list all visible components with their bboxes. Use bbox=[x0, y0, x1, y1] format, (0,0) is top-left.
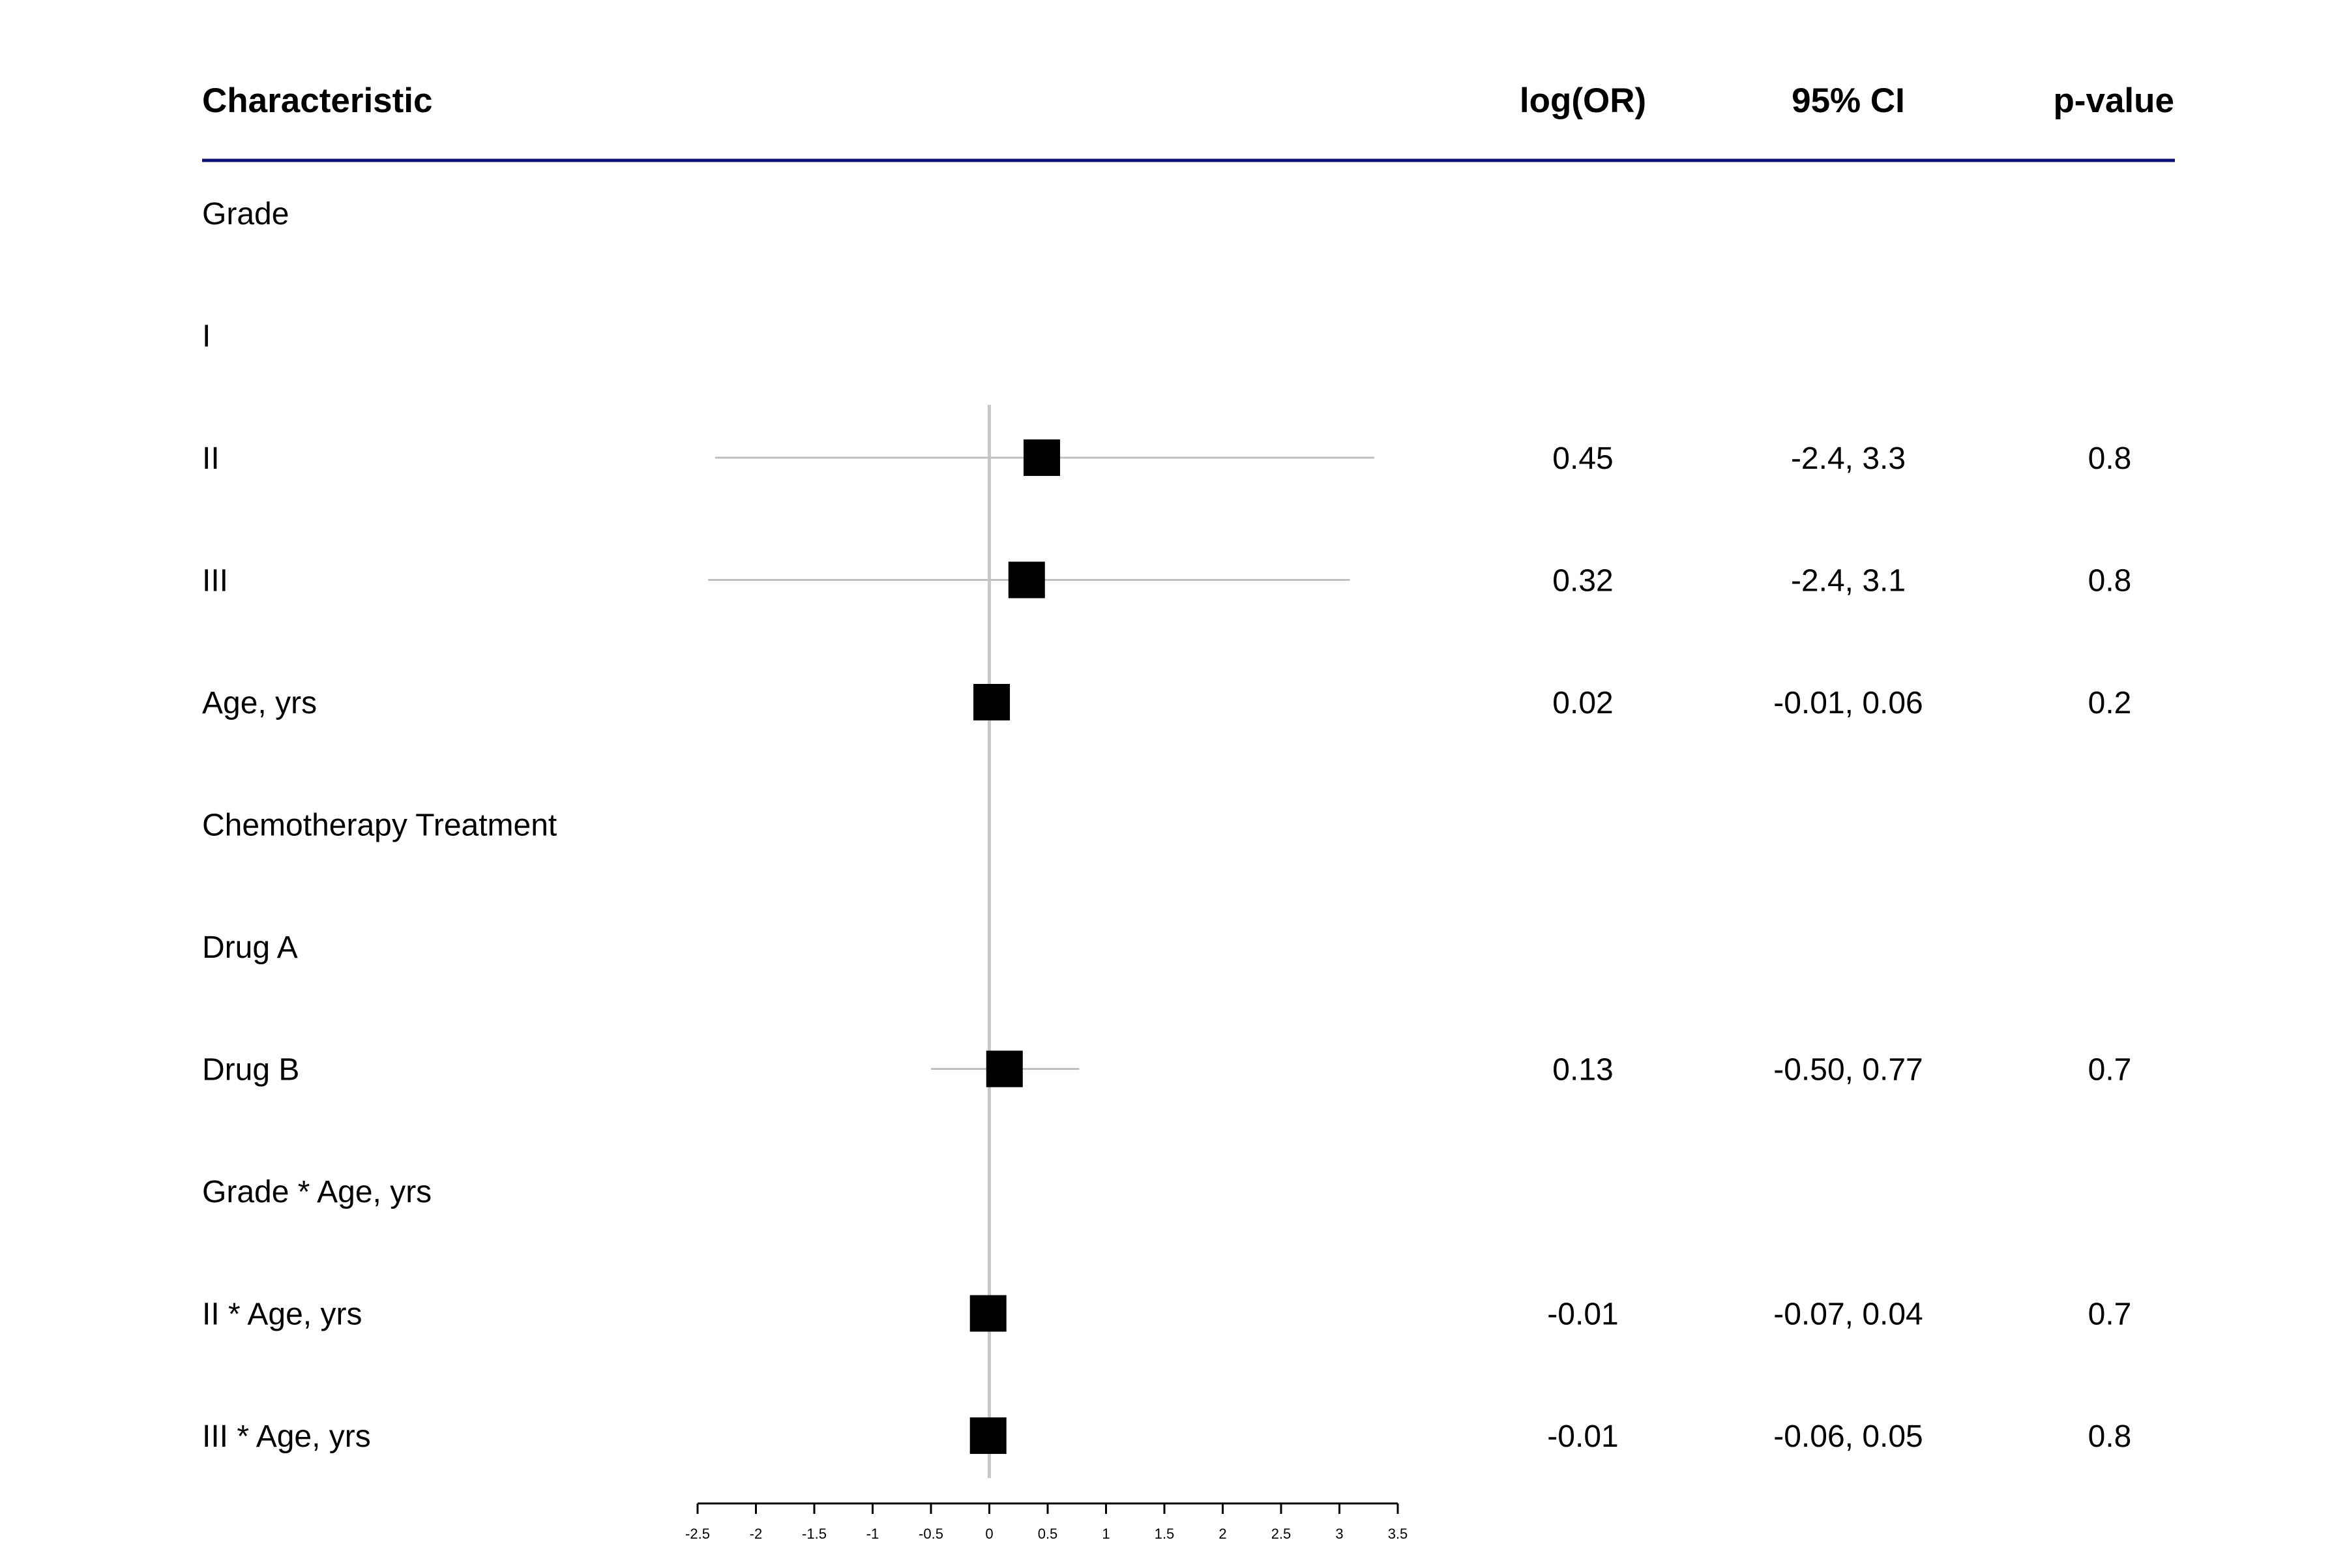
x-tick-label: 2 bbox=[1218, 1526, 1226, 1542]
estimate-value: -0.01 bbox=[1547, 1297, 1618, 1332]
table-row: Grade * Age, yrs bbox=[202, 1175, 432, 1209]
table-row: III 0.32 -2.4, 3.1 0.8 bbox=[202, 561, 2132, 599]
estimate-value: -0.01 bbox=[1547, 1419, 1618, 1454]
table-row: Grade bbox=[202, 197, 289, 231]
x-tick-label: 3.5 bbox=[1388, 1526, 1408, 1542]
header-p-value: p-value bbox=[2053, 81, 2174, 120]
table-row: II 0.45 -2.4, 3.3 0.8 bbox=[202, 439, 2131, 476]
p-value: 0.7 bbox=[2088, 1297, 2132, 1332]
x-tick-label: 0 bbox=[985, 1526, 993, 1542]
point-estimate-marker bbox=[1008, 561, 1045, 599]
header-95-ci: 95% CI bbox=[1792, 81, 1905, 120]
point-estimate-marker bbox=[969, 1295, 1007, 1332]
x-tick-label: -1.5 bbox=[802, 1526, 827, 1542]
estimate-value: 0.02 bbox=[1552, 686, 1613, 720]
ci-value: -2.4, 3.3 bbox=[1791, 441, 1906, 476]
table-row: Chemotherapy Treatment bbox=[202, 808, 557, 843]
x-tick-label: 3 bbox=[1335, 1526, 1343, 1542]
row-label: Chemotherapy Treatment bbox=[202, 808, 557, 843]
table-row: Age, yrs 0.02 -0.01, 0.06 0.2 bbox=[202, 684, 2131, 720]
header-characteristic: Characteristic bbox=[202, 81, 433, 120]
row-label: Drug A bbox=[202, 930, 298, 965]
table-row: I bbox=[202, 319, 211, 354]
ci-value: -0.07, 0.04 bbox=[1773, 1297, 1923, 1332]
row-label: III * Age, yrs bbox=[202, 1419, 371, 1454]
estimate-value: 0.45 bbox=[1552, 441, 1613, 476]
p-value: 0.8 bbox=[2088, 564, 2132, 599]
table-row: Drug B 0.13 -0.50, 0.77 0.7 bbox=[202, 1050, 2132, 1087]
ci-value: -0.06, 0.05 bbox=[1773, 1419, 1923, 1454]
x-tick-label: -2 bbox=[750, 1526, 763, 1542]
row-label: II * Age, yrs bbox=[202, 1297, 362, 1332]
p-value: 0.8 bbox=[2088, 441, 2132, 476]
table-row: II * Age, yrs -0.01 -0.07, 0.04 0.7 bbox=[202, 1295, 2131, 1332]
ci-value: -0.50, 0.77 bbox=[1773, 1053, 1923, 1087]
row-label: Age, yrs bbox=[202, 686, 317, 720]
p-value: 0.8 bbox=[2088, 1419, 2132, 1454]
x-tick-label: -0.5 bbox=[919, 1526, 943, 1542]
row-label: Grade * Age, yrs bbox=[202, 1175, 432, 1209]
point-estimate-marker bbox=[1024, 439, 1061, 476]
table-row: Drug A bbox=[202, 930, 298, 965]
header-log-or: log(OR) bbox=[1520, 81, 1646, 120]
point-estimate-marker bbox=[973, 684, 1011, 720]
table-row: III * Age, yrs -0.01 -0.06, 0.05 0.8 bbox=[202, 1417, 2131, 1454]
x-tick-label: -2.5 bbox=[685, 1526, 710, 1542]
ci-value: -2.4, 3.1 bbox=[1791, 564, 1906, 599]
estimate-value: 0.32 bbox=[1552, 564, 1613, 599]
x-tick-label: -1 bbox=[866, 1526, 879, 1542]
x-tick-label: 2.5 bbox=[1271, 1526, 1292, 1542]
x-tick-label: 1 bbox=[1102, 1526, 1110, 1542]
estimate-value: 0.13 bbox=[1552, 1053, 1613, 1087]
row-label: I bbox=[202, 319, 211, 354]
row-label: Grade bbox=[202, 197, 289, 231]
ci-value: -0.01, 0.06 bbox=[1773, 686, 1923, 720]
p-value: 0.2 bbox=[2088, 686, 2132, 720]
row-label: II bbox=[202, 441, 220, 476]
x-tick-label: 0.5 bbox=[1038, 1526, 1058, 1542]
point-estimate-marker bbox=[986, 1050, 1023, 1087]
point-estimate-marker bbox=[969, 1417, 1007, 1454]
x-axis: -2.5 -2 -1.5 -1 -0.5 0 0.5 1 1.5 2 2.5 3 3.5 bbox=[685, 1502, 1408, 1542]
row-label: III bbox=[202, 564, 228, 599]
x-tick-label: 1.5 bbox=[1155, 1526, 1175, 1542]
p-value: 0.7 bbox=[2088, 1053, 2132, 1087]
row-label: Drug B bbox=[202, 1053, 299, 1087]
